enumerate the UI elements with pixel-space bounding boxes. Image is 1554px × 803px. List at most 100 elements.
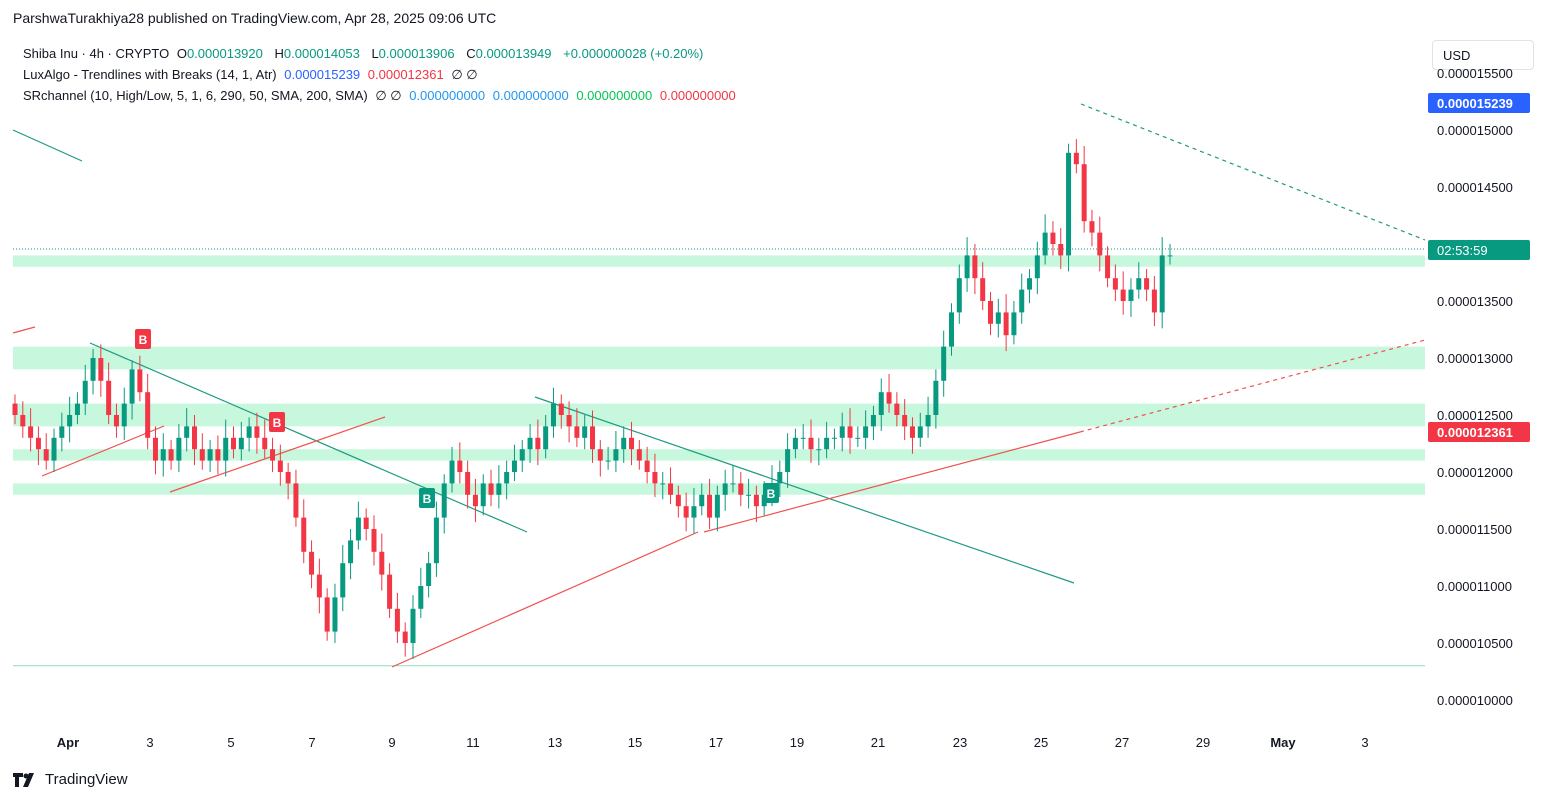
candle-body <box>605 460 611 462</box>
candle-body <box>707 494 713 518</box>
candle-body <box>1066 152 1072 256</box>
time-tick-label: 9 <box>388 735 395 750</box>
break-badge-label: B <box>139 333 148 347</box>
candle-body <box>543 426 549 450</box>
candle-body <box>129 369 135 404</box>
candle-body <box>254 426 260 438</box>
candle-body <box>340 563 346 598</box>
candle-body <box>613 449 619 461</box>
trendline <box>12 129 83 162</box>
sr-zone <box>13 346 1425 370</box>
candle-body <box>964 255 970 279</box>
candle-body <box>816 449 822 451</box>
candle-body <box>1112 278 1118 290</box>
candle-body <box>472 494 478 507</box>
candle-body <box>980 278 986 301</box>
open-value: 0.000013920 <box>186 46 263 61</box>
candle-body <box>652 472 658 484</box>
candle-body <box>668 483 674 495</box>
candle-body <box>1081 164 1087 222</box>
candle-body <box>941 346 947 381</box>
candle-body <box>527 437 533 450</box>
candle-body <box>972 255 978 279</box>
break-badge-label: B <box>423 492 432 506</box>
candle-body <box>387 574 393 609</box>
trendline <box>1080 103 1426 241</box>
candle-body <box>1003 312 1009 336</box>
price-tick-label: 0.000015500 <box>1437 66 1513 81</box>
candle-body <box>800 437 806 439</box>
candle-body <box>51 437 57 461</box>
candle-body <box>12 403 18 415</box>
break-badge-label: B <box>767 487 776 501</box>
candle-body <box>160 449 166 461</box>
break-labels: B B B B <box>135 329 779 508</box>
price-tick-label: 0.000013500 <box>1437 294 1513 309</box>
open-label: O <box>176 46 187 61</box>
candle-body <box>1073 152 1079 165</box>
candle-body <box>1011 312 1017 336</box>
candle-body <box>309 551 315 575</box>
candle-body <box>145 392 151 438</box>
candle-body <box>1136 278 1142 290</box>
srchannel-legend[interactable]: SRchannel (10, High/Low, 5, 1, 6, 290, 5… <box>23 88 740 104</box>
symbol-name[interactable]: Shiba Inu · 4h · CRYPTO <box>23 46 170 61</box>
price-tick-label: 0.000011000 <box>1437 579 1512 594</box>
candle-body <box>418 586 424 609</box>
srchannel-name[interactable]: SRchannel (10, High/Low, 5, 1, 6, 290, 5… <box>23 88 368 103</box>
candle-body <box>675 494 681 507</box>
time-axis: Apr 3 5 7 9 11 13 15 17 19 21 23 25 27 29 May 3 <box>57 735 1369 750</box>
candle-body <box>82 380 88 404</box>
candle-body <box>582 426 588 438</box>
candle-body <box>925 415 931 427</box>
luxalgo-legend[interactable]: LuxAlgo - Trendlines with Breaks (14, 1,… <box>23 67 482 83</box>
price-tag <box>1428 422 1530 442</box>
price-tag-label: 0.000012361 <box>1437 425 1513 440</box>
trendline <box>1079 339 1426 433</box>
tradingview-logo[interactable]: TradingView <box>13 771 128 788</box>
candle-body <box>215 449 221 461</box>
luxalgo-value-1: 0.000015239 <box>284 67 361 82</box>
price-tags: 0.000015239 0.000012361 02:53:59 <box>1428 93 1530 442</box>
low-value: 0.000013906 <box>378 46 455 61</box>
time-tick-label: 17 <box>709 735 723 750</box>
candle-body <box>511 460 517 472</box>
sr-zone <box>13 449 1425 461</box>
candle-body <box>519 449 525 461</box>
symbol-legend[interactable]: Shiba Inu · 4h · CRYPTO O0.000013920 H0.… <box>23 46 707 61</box>
sell-break-badge <box>135 329 151 349</box>
candle-body <box>636 449 642 461</box>
candle-body <box>184 426 190 438</box>
low-label: L <box>371 46 379 61</box>
candle-body <box>1128 289 1134 301</box>
buy-break-badge <box>763 483 779 503</box>
currency-button[interactable]: USD <box>1432 40 1534 70</box>
candle-body <box>1159 255 1165 313</box>
luxalgo-name[interactable]: LuxAlgo - Trendlines with Breaks (14, 1,… <box>23 67 277 82</box>
time-tick-label: Apr <box>57 735 79 750</box>
sr-zones <box>13 248 1425 667</box>
candles <box>12 139 1173 659</box>
candle-body <box>231 437 237 450</box>
price-tick-label: 0.000012500 <box>1437 408 1513 423</box>
price-tag <box>1428 93 1530 113</box>
time-tick-label: 13 <box>548 735 562 750</box>
candle-body <box>223 437 229 461</box>
candle-body <box>995 312 1001 324</box>
candle-body <box>847 426 853 438</box>
trendline <box>703 431 1081 533</box>
candle-body <box>886 392 892 404</box>
candle-body <box>270 449 276 461</box>
srchannel-value-1: 0.000000000 <box>409 88 486 103</box>
candle-body <box>909 426 915 438</box>
candle-body <box>441 483 447 518</box>
candle-body <box>379 551 385 575</box>
candle-body <box>394 608 400 632</box>
candle-body <box>332 597 338 632</box>
candle-body <box>722 483 728 495</box>
candle-body <box>488 483 494 495</box>
price-tick-label: 0.000014500 <box>1437 180 1513 195</box>
change-value: +0.000000028 (+0.20%) <box>563 46 704 61</box>
candle-body <box>558 403 564 415</box>
